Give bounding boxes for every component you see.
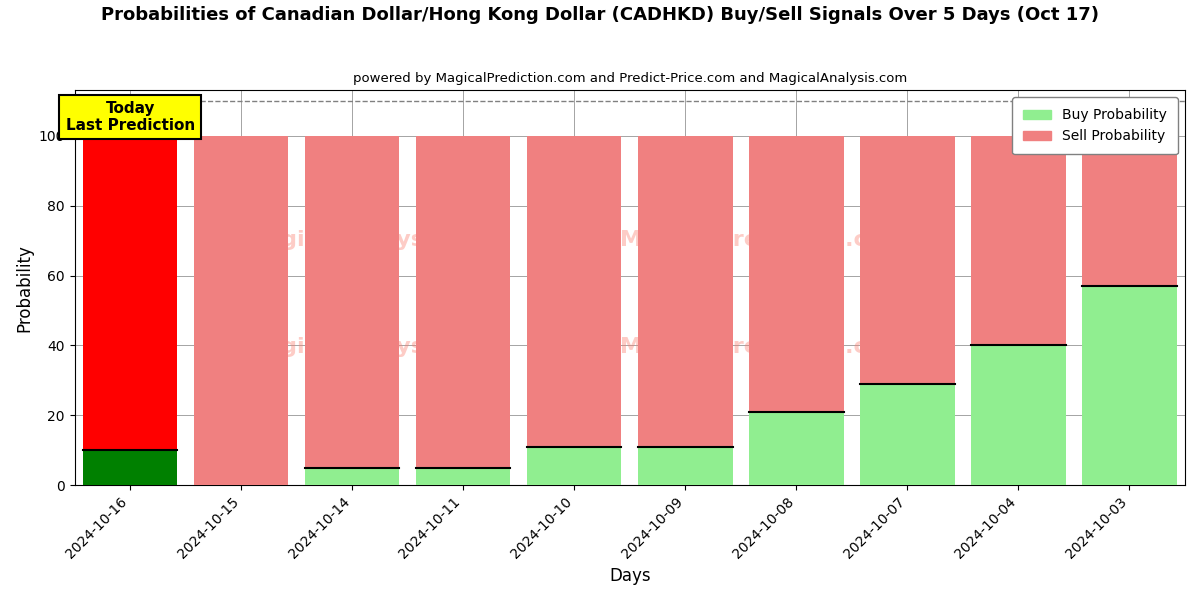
Text: MagicalAnalysis.com: MagicalAnalysis.com — [244, 230, 505, 250]
Title: powered by MagicalPrediction.com and Predict-Price.com and MagicalAnalysis.com: powered by MagicalPrediction.com and Pre… — [353, 72, 907, 85]
Bar — [638, 136, 732, 447]
Bar — [194, 136, 288, 485]
Text: Probabilities of Canadian Dollar/Hong Kong Dollar (CADHKD) Buy/Sell Signals Over: Probabilities of Canadian Dollar/Hong Ko… — [101, 6, 1099, 24]
Bar — [860, 136, 955, 384]
Bar — [83, 136, 178, 450]
Bar — [1082, 286, 1177, 485]
Y-axis label: Probability: Probability — [16, 244, 34, 332]
Bar — [1082, 136, 1177, 286]
Bar — [83, 450, 178, 485]
Bar — [416, 467, 510, 485]
Text: MagicalPrediction.com: MagicalPrediction.com — [620, 230, 906, 250]
Legend: Buy Probability, Sell Probability: Buy Probability, Sell Probability — [1012, 97, 1178, 154]
Text: MagicalPrediction.com: MagicalPrediction.com — [620, 337, 906, 357]
Bar — [416, 136, 510, 467]
Bar — [971, 346, 1066, 485]
Bar — [860, 384, 955, 485]
Bar — [527, 447, 622, 485]
Bar — [305, 467, 400, 485]
Bar — [305, 136, 400, 467]
Bar — [971, 136, 1066, 346]
Bar — [638, 447, 732, 485]
Bar — [527, 136, 622, 447]
Text: MagicalAnalysis.com: MagicalAnalysis.com — [244, 337, 505, 357]
Bar — [749, 412, 844, 485]
Bar — [749, 136, 844, 412]
X-axis label: Days: Days — [610, 567, 650, 585]
Text: Today
Last Prediction: Today Last Prediction — [66, 101, 194, 133]
